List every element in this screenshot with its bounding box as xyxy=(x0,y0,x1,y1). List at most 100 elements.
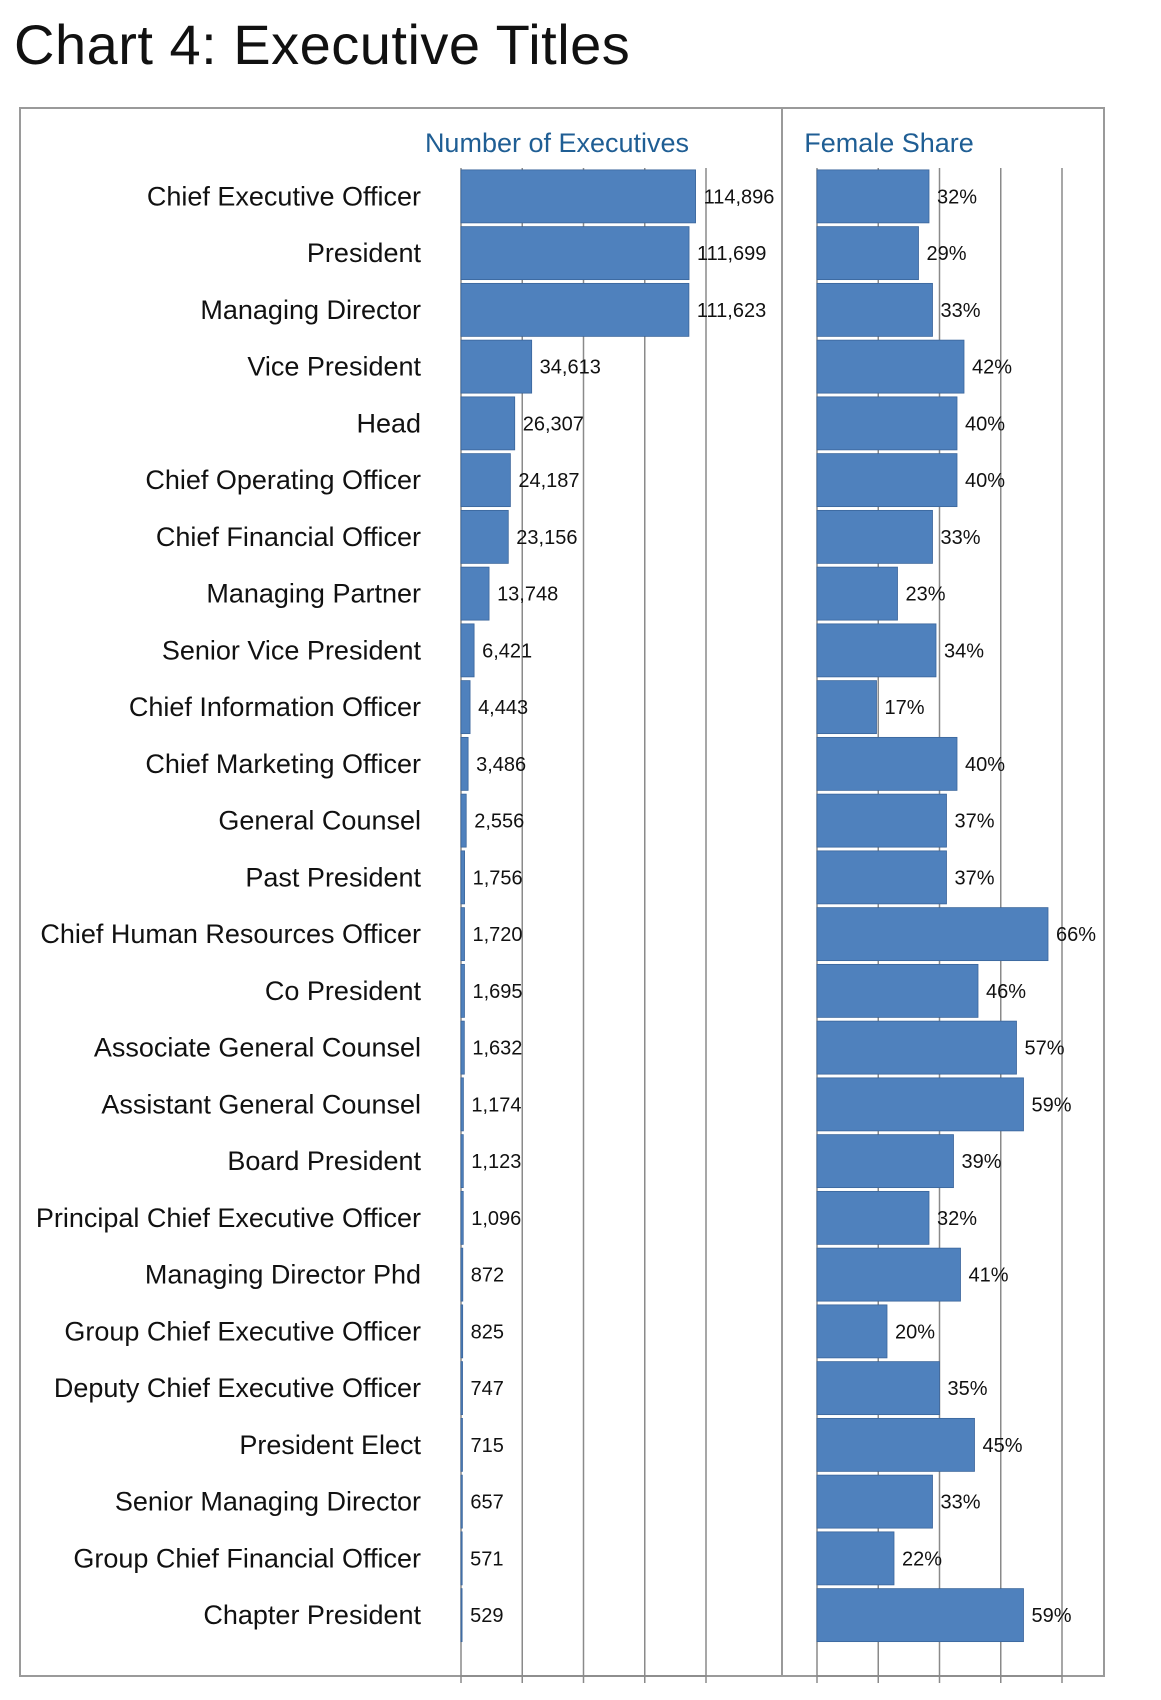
value-label-p0-7: 13,748 xyxy=(497,584,558,606)
category-label-15: Associate General Counsel xyxy=(94,1033,421,1063)
value-label-p1-19: 41% xyxy=(969,1265,1009,1287)
value-label-p0-12: 1,756 xyxy=(473,867,523,889)
bar-p1-7 xyxy=(816,566,898,621)
category-label-0: Chief Executive Officer xyxy=(147,181,421,211)
panel-title-1: Female Share xyxy=(804,128,974,158)
value-label-p0-13: 1,720 xyxy=(473,924,523,946)
value-label-p1-0: 32% xyxy=(937,186,977,208)
value-label-p1-11: 37% xyxy=(955,811,995,833)
value-label-p1-15: 57% xyxy=(1025,1038,1065,1060)
value-label-p0-22: 715 xyxy=(470,1435,503,1457)
bar-p1-6 xyxy=(816,509,933,564)
value-label-p1-24: 22% xyxy=(902,1548,942,1570)
value-label-p0-2: 111,623 xyxy=(697,300,766,322)
value-label-p1-3: 42% xyxy=(972,357,1012,379)
category-label-10: Chief Marketing Officer xyxy=(145,749,421,779)
value-label-p0-10: 3,486 xyxy=(476,754,526,776)
category-label-24: Group Chief Financial Officer xyxy=(73,1543,421,1573)
category-label-12: Past President xyxy=(245,862,421,892)
label-layer: Number of Executives 114,896 111,699 111,62… xyxy=(36,128,1096,1630)
value-label-p0-9: 4,443 xyxy=(478,697,528,719)
value-label-p1-17: 39% xyxy=(962,1151,1002,1173)
value-label-p0-21: 747 xyxy=(471,1378,504,1400)
value-label-p0-23: 657 xyxy=(470,1492,503,1514)
bar-p1-8 xyxy=(816,623,937,678)
category-label-18: Principal Chief Executive Officer xyxy=(36,1203,421,1233)
value-label-p0-18: 1,096 xyxy=(471,1208,521,1230)
category-label-5: Chief Operating Officer xyxy=(145,465,421,495)
bar-p1-4 xyxy=(816,396,958,451)
bar-p0-1 xyxy=(460,226,690,281)
value-label-p0-25: 529 xyxy=(470,1605,503,1627)
value-label-p0-17: 1,123 xyxy=(471,1151,521,1173)
value-label-p1-12: 37% xyxy=(955,867,995,889)
value-label-p1-16: 59% xyxy=(1032,1094,1072,1116)
value-label-p1-22: 45% xyxy=(983,1435,1023,1457)
bar-p1-25 xyxy=(816,1588,1024,1643)
bar-p1-24 xyxy=(816,1531,895,1586)
category-label-17: Board President xyxy=(227,1146,421,1176)
bar-p1-13 xyxy=(816,907,1049,962)
bar-p0-22 xyxy=(460,1417,463,1472)
value-label-p1-18: 32% xyxy=(937,1208,977,1230)
value-label-p1-2: 33% xyxy=(941,300,981,322)
category-label-21: Deputy Chief Executive Officer xyxy=(54,1373,421,1403)
bar-p1-9 xyxy=(816,680,877,735)
value-label-p0-5: 24,187 xyxy=(518,470,579,492)
bar-p1-15 xyxy=(816,1020,1017,1075)
bar-p1-0 xyxy=(816,169,930,224)
chart-title: Chart 4: Executive Titles xyxy=(14,13,631,76)
bar-p0-25 xyxy=(460,1588,463,1643)
value-label-p0-1: 111,699 xyxy=(697,243,766,265)
bar-p0-5 xyxy=(460,453,511,508)
bar-p1-16 xyxy=(816,1077,1024,1132)
value-label-p1-21: 35% xyxy=(948,1378,988,1400)
value-label-p0-4: 26,307 xyxy=(523,413,584,435)
category-label-9: Chief Information Officer xyxy=(129,692,421,722)
value-label-p0-15: 1,632 xyxy=(472,1038,522,1060)
value-label-p1-25: 59% xyxy=(1032,1605,1072,1627)
category-label-25: Chapter President xyxy=(203,1600,421,1630)
category-label-13: Chief Human Resources Officer xyxy=(40,919,421,949)
bar-p0-15 xyxy=(460,1020,465,1075)
bar-p1-19 xyxy=(816,1247,961,1302)
bar-p1-22 xyxy=(816,1417,975,1472)
bar-p0-16 xyxy=(460,1077,464,1132)
category-label-7: Managing Partner xyxy=(206,579,421,609)
category-label-3: Vice President xyxy=(247,352,421,382)
value-label-p1-9: 17% xyxy=(885,697,925,719)
bar-p1-23 xyxy=(816,1474,933,1529)
bar-p1-18 xyxy=(816,1190,930,1245)
category-label-19: Managing Director Phd xyxy=(145,1260,421,1290)
value-label-p1-14: 46% xyxy=(986,981,1026,1003)
category-label-20: Group Chief Executive Officer xyxy=(64,1316,421,1346)
category-label-2: Managing Director xyxy=(200,295,421,325)
bar-p0-6 xyxy=(460,509,509,564)
value-label-p1-4: 40% xyxy=(965,413,1005,435)
bar-p0-14 xyxy=(460,963,465,1018)
category-label-8: Senior Vice President xyxy=(162,635,422,665)
bar-p1-11 xyxy=(816,793,947,848)
bar-p0-21 xyxy=(460,1361,463,1416)
category-label-16: Assistant General Counsel xyxy=(101,1089,421,1119)
bar-p1-5 xyxy=(816,453,958,508)
value-label-p1-23: 33% xyxy=(941,1492,981,1514)
bar-p0-11 xyxy=(460,793,467,848)
bar-p0-2 xyxy=(460,282,690,337)
bar-p0-23 xyxy=(460,1474,463,1529)
value-label-p0-14: 1,695 xyxy=(472,981,522,1003)
bar-p0-20 xyxy=(460,1304,464,1359)
value-label-p0-24: 571 xyxy=(470,1548,503,1570)
category-label-22: President Elect xyxy=(239,1430,421,1460)
bar-p0-24 xyxy=(460,1531,463,1586)
bar-p1-1 xyxy=(816,226,919,281)
value-label-p0-11: 2,556 xyxy=(474,811,524,833)
value-label-p0-8: 6,421 xyxy=(482,640,532,662)
bar-p0-12 xyxy=(460,850,465,905)
category-label-4: Head xyxy=(356,408,421,438)
value-label-p1-13: 66% xyxy=(1056,924,1096,946)
bar-p0-18 xyxy=(460,1190,464,1245)
value-label-p1-7: 23% xyxy=(906,584,946,606)
bar-p0-17 xyxy=(460,1134,464,1189)
